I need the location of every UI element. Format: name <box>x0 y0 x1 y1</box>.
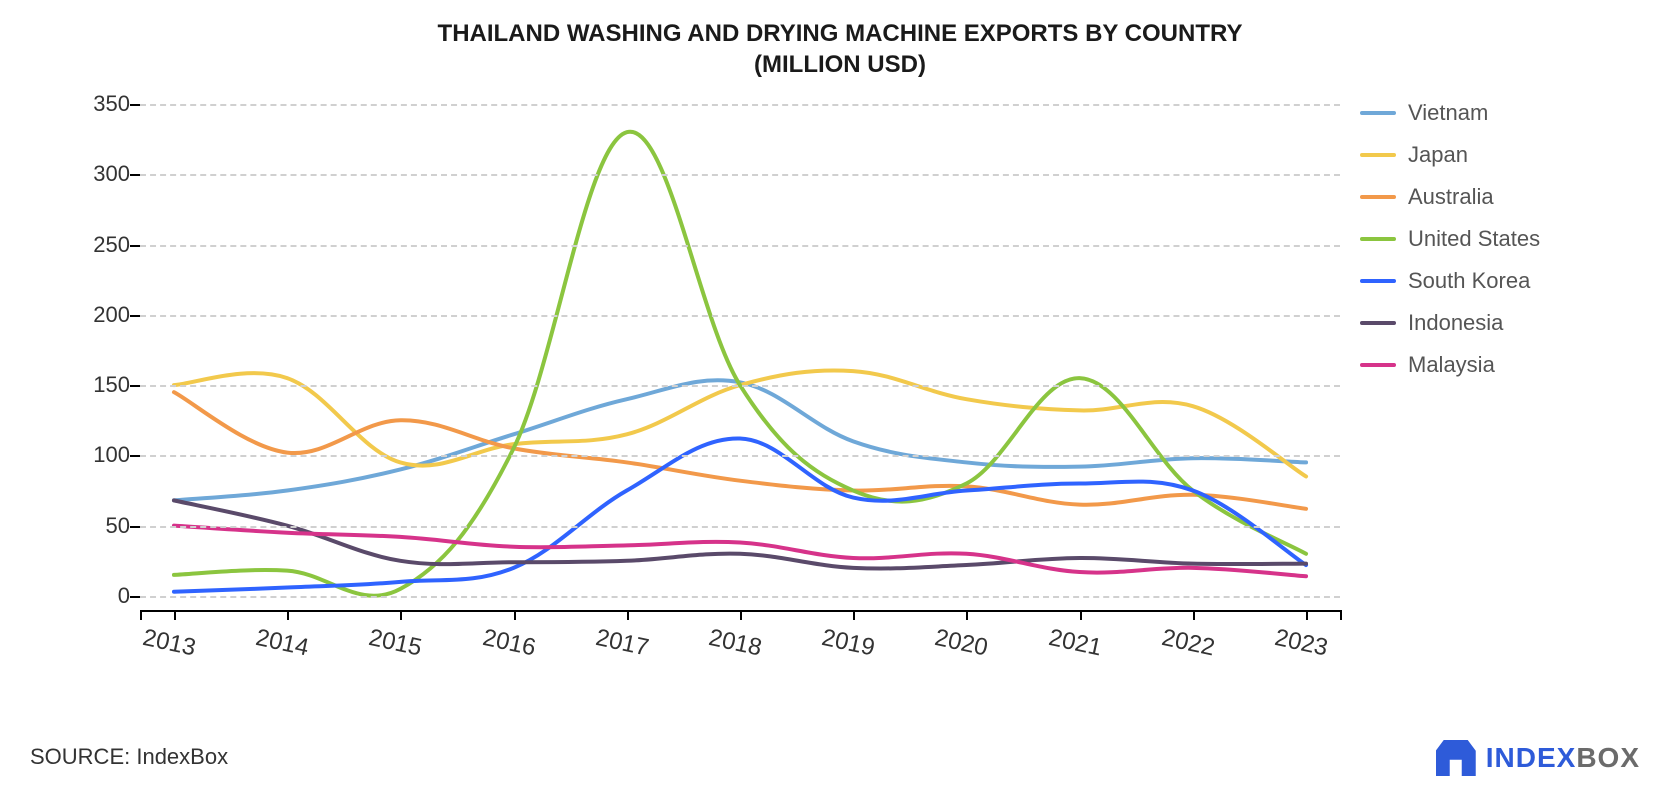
legend-item: Australia <box>1360 184 1640 210</box>
x-tick-mark <box>1080 610 1082 620</box>
x-tick-label: 2021 <box>1046 624 1104 662</box>
x-tick-mark <box>627 610 629 620</box>
grid-line <box>140 104 1340 106</box>
y-tick-mark <box>130 526 140 528</box>
x-tick-mark <box>174 610 176 620</box>
x-tick-mark <box>966 610 968 620</box>
x-tick-mark <box>1306 610 1308 620</box>
legend-label: South Korea <box>1408 268 1530 294</box>
x-tick-mark <box>400 610 402 620</box>
legend: Vietnam Japan Australia United States South … <box>1360 100 1640 394</box>
x-tick-label: 2023 <box>1272 624 1330 662</box>
legend-swatch <box>1360 153 1396 157</box>
brand-logo: INDEXBOX <box>1436 740 1640 776</box>
y-tick-mark <box>130 596 140 598</box>
legend-swatch <box>1360 279 1396 283</box>
grid-line <box>140 245 1340 247</box>
x-tick-label: 2014 <box>253 624 311 662</box>
x-tick-mark <box>514 610 516 620</box>
legend-item: Japan <box>1360 142 1640 168</box>
y-tick-label: 50 <box>70 513 130 539</box>
chart-area: 0501001502002503003502013201420152016201… <box>60 90 1340 650</box>
x-tick-label: 2022 <box>1159 624 1217 662</box>
y-tick-label: 150 <box>70 372 130 398</box>
x-tick-label: 2013 <box>140 624 198 662</box>
legend-swatch <box>1360 321 1396 325</box>
legend-label: Japan <box>1408 142 1468 168</box>
y-tick-mark <box>130 104 140 106</box>
line-series-svg <box>140 90 1340 610</box>
x-tick-label: 2016 <box>480 624 538 662</box>
plot-region: 0501001502002503003502013201420152016201… <box>140 90 1340 610</box>
legend-swatch <box>1360 195 1396 199</box>
legend-item: Malaysia <box>1360 352 1640 378</box>
crown-icon <box>1436 740 1476 776</box>
x-tick-label: 2019 <box>819 624 877 662</box>
legend-item: Vietnam <box>1360 100 1640 126</box>
grid-line <box>140 596 1340 598</box>
legend-swatch <box>1360 111 1396 115</box>
y-tick-label: 0 <box>70 583 130 609</box>
grid-line <box>140 174 1340 176</box>
x-tick-mark <box>140 610 142 620</box>
legend-label: Indonesia <box>1408 310 1503 336</box>
legend-item: Indonesia <box>1360 310 1640 336</box>
brand-logo-text-b: BOX <box>1576 742 1640 773</box>
y-tick-mark <box>130 385 140 387</box>
y-tick-label: 350 <box>70 91 130 117</box>
series-line <box>174 392 1306 509</box>
y-tick-label: 200 <box>70 302 130 328</box>
chart-title: THAILAND WASHING AND DRYING MACHINE EXPO… <box>0 0 1680 80</box>
x-tick-label: 2017 <box>593 624 651 662</box>
y-tick-label: 250 <box>70 232 130 258</box>
source-label: SOURCE: IndexBox <box>30 744 228 770</box>
legend-item: South Korea <box>1360 268 1640 294</box>
x-tick-label: 2020 <box>933 624 991 662</box>
legend-label: United States <box>1408 226 1540 252</box>
legend-swatch <box>1360 237 1396 241</box>
y-tick-label: 100 <box>70 442 130 468</box>
x-tick-label: 2018 <box>706 624 764 662</box>
x-tick-mark <box>853 610 855 620</box>
x-tick-mark <box>740 610 742 620</box>
brand-logo-text-a: INDEX <box>1486 742 1577 773</box>
chart-title-line2: (MILLION USD) <box>0 49 1680 80</box>
y-tick-mark <box>130 315 140 317</box>
legend-swatch <box>1360 363 1396 367</box>
y-tick-mark <box>130 245 140 247</box>
legend-label: Malaysia <box>1408 352 1495 378</box>
chart-title-line1: THAILAND WASHING AND DRYING MACHINE EXPO… <box>0 18 1680 49</box>
legend-label: Vietnam <box>1408 100 1488 126</box>
grid-line <box>140 315 1340 317</box>
x-tick-mark <box>1193 610 1195 620</box>
y-tick-label: 300 <box>70 161 130 187</box>
x-tick-mark <box>287 610 289 620</box>
x-tick-label: 2015 <box>367 624 425 662</box>
legend-item: United States <box>1360 226 1640 252</box>
y-tick-mark <box>130 174 140 176</box>
x-tick-mark <box>1340 610 1342 620</box>
series-line <box>174 526 1306 577</box>
grid-line <box>140 385 1340 387</box>
grid-line <box>140 526 1340 528</box>
legend-label: Australia <box>1408 184 1494 210</box>
brand-logo-text: INDEXBOX <box>1486 742 1640 774</box>
y-tick-mark <box>130 455 140 457</box>
grid-line <box>140 455 1340 457</box>
